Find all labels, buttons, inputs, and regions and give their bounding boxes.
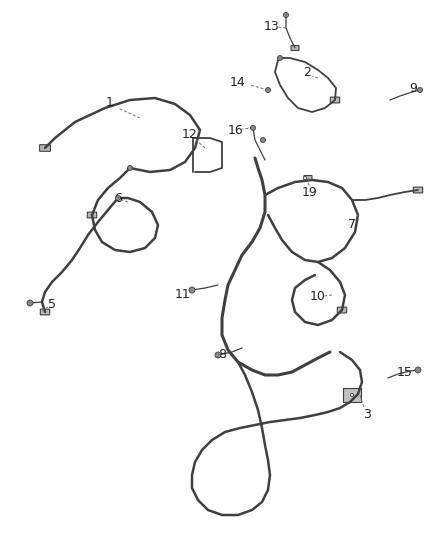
Circle shape — [278, 55, 283, 61]
FancyBboxPatch shape — [39, 144, 50, 151]
Text: 15: 15 — [397, 366, 413, 378]
Text: 5: 5 — [48, 298, 56, 311]
Circle shape — [265, 87, 271, 93]
Text: 2: 2 — [303, 66, 311, 78]
Circle shape — [261, 138, 265, 142]
Text: 16: 16 — [228, 124, 244, 136]
FancyBboxPatch shape — [87, 212, 97, 218]
Circle shape — [415, 367, 421, 373]
Circle shape — [116, 196, 120, 200]
Text: 1: 1 — [106, 96, 114, 109]
Text: 11: 11 — [175, 288, 191, 302]
Circle shape — [215, 352, 221, 358]
Text: 3: 3 — [363, 408, 371, 422]
Circle shape — [27, 300, 33, 306]
FancyBboxPatch shape — [40, 309, 49, 315]
Bar — [343, 388, 361, 402]
Text: 7: 7 — [348, 219, 356, 231]
Text: 8: 8 — [218, 349, 226, 361]
Text: 19: 19 — [302, 185, 318, 198]
Text: 13: 13 — [264, 20, 280, 34]
Circle shape — [127, 166, 133, 171]
Circle shape — [251, 125, 255, 131]
Text: 9: 9 — [409, 82, 417, 94]
FancyBboxPatch shape — [413, 187, 423, 193]
FancyBboxPatch shape — [330, 97, 340, 103]
FancyBboxPatch shape — [304, 175, 312, 181]
Text: 10: 10 — [310, 290, 326, 303]
Text: 12: 12 — [182, 128, 198, 141]
Circle shape — [189, 287, 195, 293]
Text: 6: 6 — [114, 191, 122, 205]
Circle shape — [283, 12, 289, 18]
FancyBboxPatch shape — [291, 45, 299, 51]
Text: 14: 14 — [230, 76, 246, 88]
Circle shape — [417, 87, 423, 93]
FancyBboxPatch shape — [337, 307, 347, 313]
Circle shape — [350, 393, 353, 397]
Circle shape — [304, 176, 307, 180]
